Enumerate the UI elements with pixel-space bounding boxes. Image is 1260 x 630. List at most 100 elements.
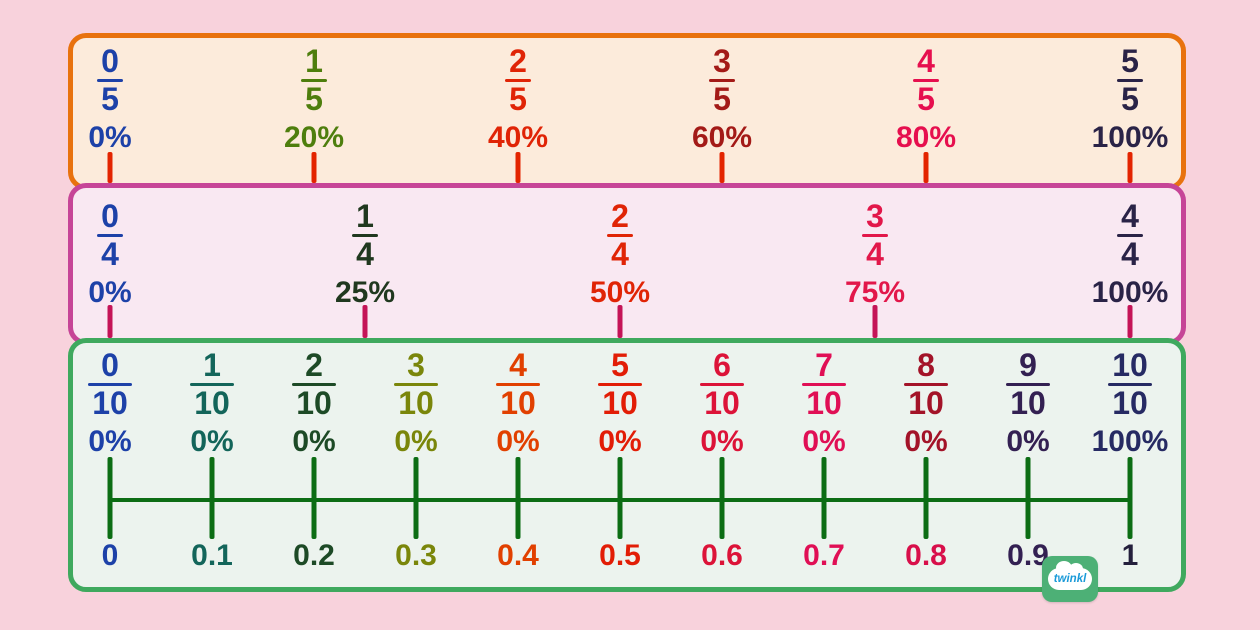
fraction: 2 4 bbox=[607, 200, 633, 272]
fraction-bar bbox=[709, 79, 735, 83]
fraction-numerator: 10 bbox=[1112, 347, 1148, 383]
fraction-column: 2 4 50% bbox=[545, 188, 695, 340]
fraction-bar bbox=[598, 383, 642, 387]
fraction-denominator: 5 bbox=[1121, 81, 1139, 118]
fraction: 6 10 bbox=[700, 349, 744, 421]
tick-mark bbox=[719, 152, 725, 183]
fraction: 2 10 bbox=[292, 349, 336, 421]
fraction-denominator: 5 bbox=[713, 81, 731, 118]
fraction-numerator: 1 bbox=[305, 43, 323, 79]
percent-label: 40% bbox=[487, 120, 549, 154]
decimal-label: 0.9 bbox=[1007, 539, 1049, 572]
percent-label: 0% bbox=[88, 120, 132, 154]
fraction-bar bbox=[700, 383, 744, 387]
fraction-column: 10 10 100% 1 bbox=[1055, 343, 1205, 587]
percent-label: 80% bbox=[895, 120, 957, 154]
fraction-numerator: 3 bbox=[713, 43, 731, 79]
fraction-denominator: 5 bbox=[305, 81, 323, 118]
fraction-column: 1 5 20% bbox=[239, 38, 389, 185]
fraction-numerator: 1 bbox=[356, 198, 374, 234]
decimal-label: 0.4 bbox=[497, 539, 539, 572]
fraction-bar bbox=[190, 383, 234, 387]
fraction-denominator: 5 bbox=[101, 81, 119, 118]
percent-label: 0% bbox=[1006, 424, 1050, 458]
fraction-denominator: 4 bbox=[866, 236, 884, 273]
fraction-bar bbox=[1108, 383, 1152, 387]
fifths-columns: 0 5 0% 1 5 20% bbox=[73, 38, 1181, 185]
fraction-column: 2 5 40% bbox=[443, 38, 593, 185]
fraction-denominator: 4 bbox=[356, 236, 374, 273]
fraction: 0 4 bbox=[97, 200, 123, 272]
percent-label: 0% bbox=[496, 424, 540, 458]
fraction-numerator: 2 bbox=[305, 347, 323, 383]
decimal-label: 0 bbox=[101, 539, 119, 572]
fraction-numerator: 4 bbox=[509, 347, 527, 383]
fraction-bar bbox=[607, 234, 633, 238]
fraction-bar bbox=[97, 234, 123, 238]
decimal-label: 0.2 bbox=[293, 539, 335, 572]
fraction-column: 3 5 60% bbox=[647, 38, 797, 185]
fraction-column: 1 4 25% bbox=[290, 188, 440, 340]
percent-label: 0% bbox=[904, 424, 948, 458]
percent-label: 100% bbox=[1091, 424, 1169, 458]
fraction-bar bbox=[394, 383, 438, 387]
fraction-numerator: 6 bbox=[713, 347, 731, 383]
tick-mark bbox=[1127, 152, 1133, 183]
percent-label: 0% bbox=[190, 424, 234, 458]
fraction-denominator: 10 bbox=[1112, 385, 1148, 422]
fraction-bar bbox=[496, 383, 540, 387]
twinkl-logo: twinkl bbox=[1042, 556, 1098, 602]
percent-label: 100% bbox=[1091, 275, 1169, 309]
fraction-denominator: 10 bbox=[602, 385, 638, 422]
fraction-bar bbox=[352, 234, 378, 238]
fraction-numerator: 0 bbox=[101, 43, 119, 79]
fraction-bar bbox=[505, 79, 531, 83]
fraction-denominator: 5 bbox=[917, 81, 935, 118]
band-quarters: 0 4 0% 1 4 25% bbox=[68, 183, 1186, 345]
fraction: 5 10 bbox=[598, 349, 642, 421]
quarters-columns: 0 4 0% 1 4 25% bbox=[73, 188, 1181, 340]
percent-label: 100% bbox=[1091, 120, 1169, 154]
fraction-bar bbox=[292, 383, 336, 387]
percent-label: 20% bbox=[283, 120, 345, 154]
fraction-bar bbox=[1117, 234, 1143, 238]
number-line-tick bbox=[1127, 457, 1133, 539]
fraction-column: 0 4 0% bbox=[35, 188, 185, 340]
fraction-denominator: 4 bbox=[1121, 236, 1139, 273]
fraction-column: 4 10 0% 0.4 bbox=[443, 343, 593, 587]
twinkl-logo-text: twinkl bbox=[1053, 573, 1087, 585]
fraction-numerator: 2 bbox=[509, 43, 527, 79]
band-fifths: 0 5 0% 1 5 20% bbox=[68, 33, 1186, 190]
tick-mark bbox=[362, 305, 368, 338]
tick-mark bbox=[923, 152, 929, 183]
fraction-numerator: 4 bbox=[917, 43, 935, 79]
percent-label: 60% bbox=[691, 120, 753, 154]
percent-label: 0% bbox=[88, 424, 132, 458]
fraction: 3 10 bbox=[394, 349, 438, 421]
fraction-column: 5 5 100% bbox=[1055, 38, 1205, 185]
fraction-column: 5 10 0% 0.5 bbox=[545, 343, 695, 587]
fraction-bar bbox=[1117, 79, 1143, 83]
fraction: 3 5 bbox=[709, 45, 735, 117]
fraction: 3 4 bbox=[862, 200, 888, 272]
fraction-denominator: 10 bbox=[500, 385, 536, 422]
fraction-numerator: 3 bbox=[866, 198, 884, 234]
fraction: 8 10 bbox=[904, 349, 948, 421]
tick-mark bbox=[107, 305, 113, 338]
fraction-numerator: 5 bbox=[1121, 43, 1139, 79]
fraction-denominator: 10 bbox=[806, 385, 842, 422]
fraction: 1 4 bbox=[352, 200, 378, 272]
decimal-label: 0.7 bbox=[803, 539, 845, 572]
fraction: 9 10 bbox=[1006, 349, 1050, 421]
tick-mark bbox=[107, 152, 113, 183]
percent-label: 75% bbox=[844, 275, 906, 309]
fraction-numerator: 7 bbox=[815, 347, 833, 383]
percent-label: 0% bbox=[88, 275, 132, 309]
percent-label: 0% bbox=[292, 424, 336, 458]
fraction: 4 5 bbox=[913, 45, 939, 117]
tick-mark bbox=[617, 305, 623, 338]
fraction-numerator: 8 bbox=[917, 347, 935, 383]
fraction: 7 10 bbox=[802, 349, 846, 421]
percent-label: 0% bbox=[598, 424, 642, 458]
fraction-bar bbox=[301, 79, 327, 83]
